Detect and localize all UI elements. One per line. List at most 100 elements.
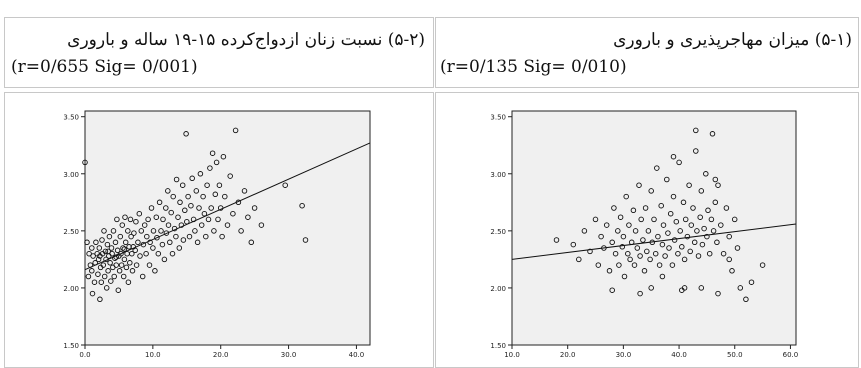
- data-point: [706, 250, 713, 257]
- x-tick-label: 10.0: [504, 351, 520, 359]
- data-point: [712, 176, 719, 183]
- data-point: [194, 239, 201, 246]
- data-point: [169, 250, 176, 257]
- data-point: [634, 245, 641, 251]
- data-point: [709, 131, 716, 137]
- data-point: [681, 256, 688, 263]
- data-point: [155, 250, 162, 257]
- data-point: [189, 175, 195, 182]
- data-point: [648, 285, 654, 291]
- data-point: [144, 233, 150, 240]
- data-point: [201, 210, 208, 217]
- data-point: [168, 209, 174, 216]
- data-point: [173, 233, 179, 240]
- data-point: [679, 244, 685, 250]
- data-point: [213, 159, 220, 166]
- data-point: [109, 250, 115, 257]
- data-point: [89, 245, 95, 251]
- data-point: [161, 256, 168, 263]
- data-point: [595, 262, 602, 268]
- data-point: [120, 273, 127, 280]
- data-point: [248, 239, 255, 246]
- data-point: [105, 268, 111, 274]
- right-header-stats: (r=0/135 Sig= 0/010): [440, 57, 627, 77]
- data-point: [241, 188, 248, 194]
- x-tick-label: 30.0: [616, 351, 632, 359]
- data-point: [698, 285, 705, 291]
- data-point: [118, 250, 124, 257]
- y-tick-label: 2.00: [63, 285, 79, 293]
- y-tick-label: 3.00: [63, 171, 79, 179]
- data-point: [712, 199, 719, 206]
- data-point: [245, 214, 251, 220]
- data-point: [129, 268, 136, 274]
- data-point: [651, 216, 657, 223]
- x-tick-label: 20.0: [560, 351, 576, 359]
- x-tick-label: 0.0: [79, 351, 90, 359]
- data-point: [129, 250, 135, 257]
- data-point: [91, 279, 98, 285]
- data-point: [122, 239, 129, 246]
- data-point: [679, 287, 685, 293]
- data-point: [102, 248, 109, 255]
- data-point: [198, 222, 205, 228]
- fit-line: [511, 223, 797, 260]
- data-point: [176, 245, 183, 251]
- data-point: [186, 233, 193, 240]
- data-point: [89, 290, 96, 297]
- data-point: [163, 205, 169, 211]
- data-point: [114, 216, 120, 223]
- data-point: [682, 216, 689, 223]
- data-point: [648, 188, 654, 194]
- data-point: [203, 233, 209, 240]
- y-tick-label: 2.00: [490, 285, 506, 293]
- data-point: [204, 182, 210, 188]
- data-point: [126, 244, 132, 250]
- data-point: [687, 248, 693, 255]
- data-point: [659, 273, 666, 280]
- data-point: [609, 287, 615, 293]
- data-point: [127, 216, 134, 223]
- data-point: [731, 216, 738, 223]
- data-point: [183, 131, 189, 137]
- data-point: [84, 239, 90, 246]
- x-tick-label: 30.0: [281, 351, 297, 359]
- data-point: [145, 216, 151, 223]
- data-point: [227, 173, 233, 179]
- data-point: [86, 250, 92, 257]
- data-point: [178, 222, 185, 228]
- data-point: [680, 199, 687, 206]
- data-point: [715, 290, 721, 297]
- data-point: [677, 228, 683, 234]
- data-point: [108, 245, 115, 251]
- data-point: [200, 193, 206, 200]
- data-point: [581, 228, 588, 234]
- data-point: [222, 193, 228, 200]
- data-point: [224, 222, 231, 228]
- data-point: [638, 216, 644, 223]
- data-point: [734, 245, 741, 251]
- data-point: [193, 188, 200, 194]
- right-scatter-chart: 1.50 2.00 2.50 3.00 3.50 10.0 20.0 30.0 40.0 50.0…: [490, 110, 798, 359]
- data-point: [120, 245, 126, 251]
- data-point: [606, 268, 613, 274]
- data-point: [726, 256, 732, 263]
- data-point: [695, 253, 702, 259]
- data-point: [192, 228, 198, 234]
- data-point: [96, 245, 103, 251]
- data-point: [697, 214, 703, 220]
- data-point: [652, 250, 659, 257]
- x-tick-label: 10.0: [145, 351, 161, 359]
- data-point: [662, 253, 668, 259]
- data-point: [637, 290, 643, 297]
- data-point: [642, 205, 649, 211]
- data-point: [82, 159, 88, 166]
- data-point: [714, 239, 720, 246]
- data-point: [153, 214, 160, 220]
- right-chart-cell: 1.50 2.00 2.50 3.00 3.50 10.0 20.0 30.0 40.0 50.0…: [435, 92, 859, 368]
- data-point: [611, 205, 617, 211]
- data-point: [612, 250, 619, 257]
- data-point: [715, 182, 721, 188]
- data-point: [103, 285, 110, 291]
